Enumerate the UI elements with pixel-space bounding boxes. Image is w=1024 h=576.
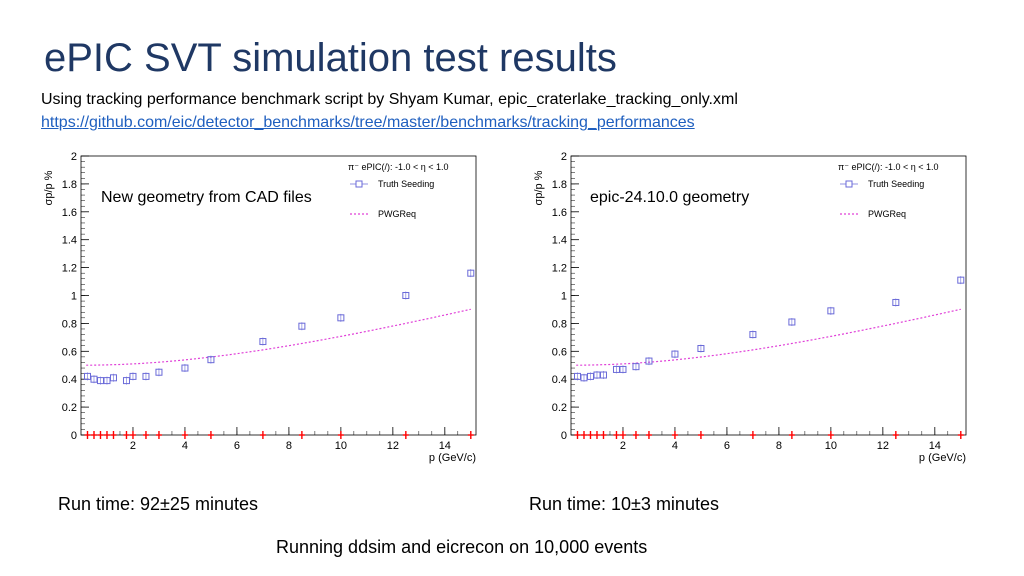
x-tick-label: 12 (877, 440, 889, 452)
y-tick-label: 0.8 (552, 318, 567, 330)
y-tick-label: 0.8 (62, 318, 77, 330)
chart-right: 0 0.2 0.4 0.6 0.8 1 1.2 1.4 1.6 1.8 2 2 4 6 8 10 12 14 σp/… (533, 151, 967, 464)
legend-truth-marker (845, 180, 853, 188)
legend-pwgreq-label: PWGReq (868, 209, 906, 219)
benchmark-link[interactable]: https://github.com/eic/detector_benchmar… (41, 114, 695, 131)
x-tick-label: 4 (182, 440, 188, 452)
legend-truth-label: Truth Seeding (378, 179, 434, 189)
x-tick-label: 14 (439, 440, 451, 452)
x-tick-label: 4 (672, 440, 678, 452)
x-tick-label: 12 (387, 440, 399, 452)
slide-subtitle: Using tracking performance benchmark scr… (41, 91, 738, 108)
x-tick-label: 14 (929, 440, 941, 452)
x-tick-label: 8 (776, 440, 782, 452)
legend-truth-marker (355, 180, 363, 188)
chart-left: 0 0.2 0.4 0.6 0.8 1 1.2 1.4 1.6 1.8 2 2 4 6 8 10 12 14 σp/… (43, 151, 477, 464)
x-tick-label: 2 (130, 440, 136, 452)
y-tick-label: 0.2 (62, 402, 77, 414)
legend-pwgreq-label: PWGReq (378, 209, 416, 219)
y-tick-label: 0.6 (552, 346, 567, 358)
y-tick-label: 1 (71, 291, 77, 303)
y-tick-label: 1.8 (62, 179, 77, 191)
y-tick-label: 0.2 (552, 402, 567, 414)
pwgreq-curve (576, 308, 961, 366)
y-tick-label: 2 (71, 151, 77, 163)
y-tick-label: 1 (561, 291, 567, 303)
pwgreq-curve (86, 308, 471, 366)
legend-truth-label: Truth Seeding (868, 179, 924, 189)
legend-header: π⁻ ePIC(/): -1.0 < η < 1.0 (838, 162, 939, 172)
x-tick-label: 8 (286, 440, 292, 452)
x-tick-label: 10 (825, 440, 837, 452)
y-axis-label: σp/p % (43, 170, 55, 205)
footer-note: Running ddsim and eicrecon on 10,000 eve… (276, 537, 648, 557)
x-axis-label: p (GeV/c) (919, 452, 966, 464)
y-tick-label: 1.2 (552, 263, 567, 275)
x-axis-label: p (GeV/c) (429, 452, 476, 464)
y-axis-label: σp/p % (533, 170, 545, 205)
y-tick-label: 0 (71, 430, 77, 442)
y-tick-label: 1.2 (62, 263, 77, 275)
y-tick-label: 1.6 (62, 207, 77, 219)
x-tick-label: 6 (234, 440, 240, 452)
y-tick-label: 2 (561, 151, 567, 163)
x-tick-label: 10 (335, 440, 347, 452)
y-tick-label: 1.6 (552, 207, 567, 219)
y-tick-label: 1.8 (552, 179, 567, 191)
legend-header: π⁻ ePIC(/): -1.0 < η < 1.0 (348, 162, 449, 172)
left-runtime: Run time: 92±25 minutes (58, 494, 258, 514)
y-tick-label: 0.4 (552, 374, 567, 386)
x-tick-label: 2 (620, 440, 626, 452)
y-tick-label: 0.6 (62, 346, 77, 358)
y-tick-label: 1.4 (62, 235, 77, 247)
x-tick-label: 6 (724, 440, 730, 452)
slide-title: ePIC SVT simulation test results (44, 36, 617, 80)
y-tick-label: 0 (561, 430, 567, 442)
y-tick-label: 0.4 (62, 374, 77, 386)
right-chart-caption: epic-24.10.0 geometry (590, 189, 750, 206)
left-chart-caption: New geometry from CAD files (101, 189, 312, 206)
right-runtime: Run time: 10±3 minutes (529, 494, 719, 514)
y-tick-label: 1.4 (552, 235, 567, 247)
